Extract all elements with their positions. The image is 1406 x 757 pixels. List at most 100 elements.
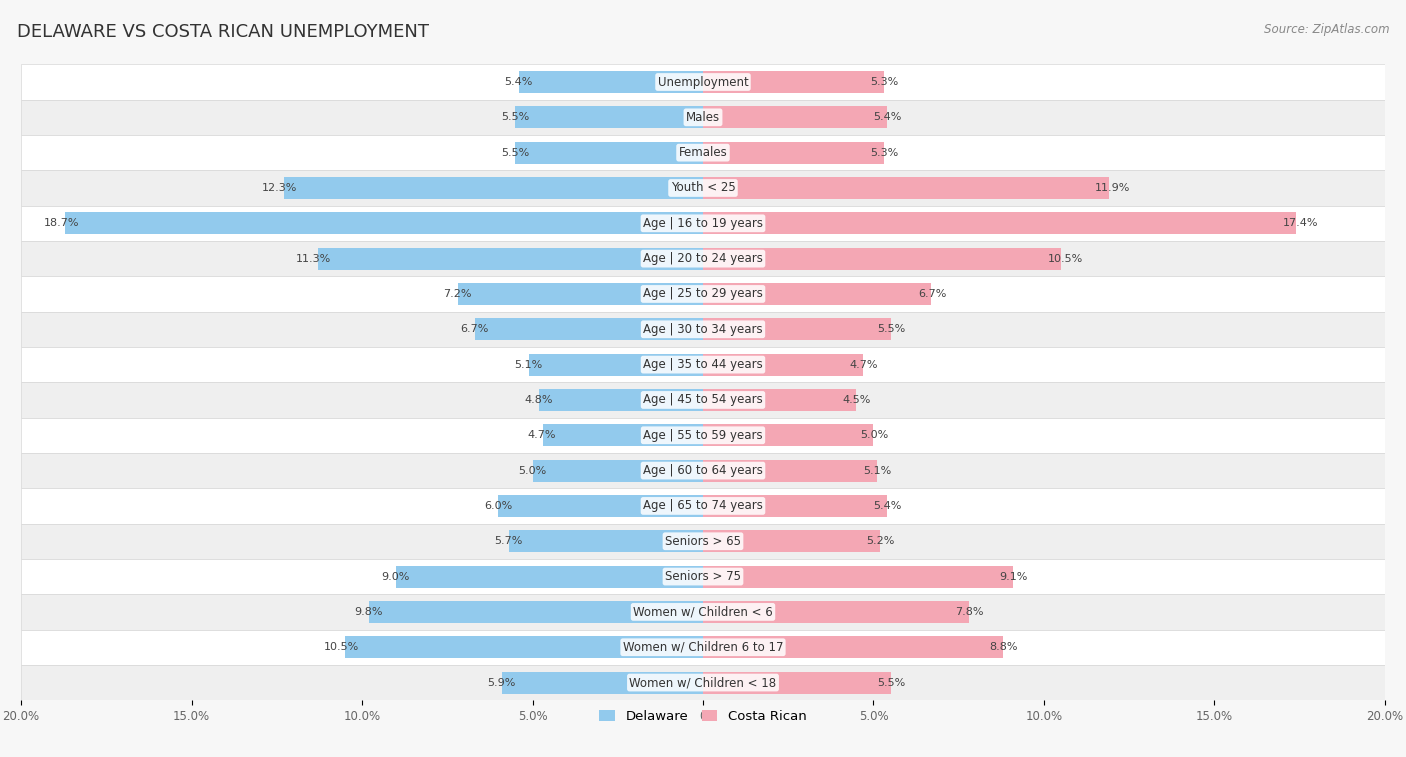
Text: 17.4%: 17.4% <box>1282 218 1317 229</box>
Bar <box>21 241 1385 276</box>
Bar <box>703 213 1296 234</box>
Bar <box>703 177 1109 199</box>
Text: 9.8%: 9.8% <box>354 607 382 617</box>
Text: Women w/ Children < 6: Women w/ Children < 6 <box>633 606 773 618</box>
Text: 7.8%: 7.8% <box>955 607 984 617</box>
Bar <box>21 594 1385 630</box>
Text: Women w/ Children 6 to 17: Women w/ Children 6 to 17 <box>623 640 783 654</box>
Text: 5.5%: 5.5% <box>501 148 529 157</box>
Bar <box>502 671 703 693</box>
Bar <box>21 488 1385 524</box>
Text: Age | 25 to 29 years: Age | 25 to 29 years <box>643 288 763 301</box>
Text: Age | 16 to 19 years: Age | 16 to 19 years <box>643 217 763 230</box>
Text: 10.5%: 10.5% <box>323 642 359 653</box>
Bar <box>703 142 884 164</box>
Bar <box>703 531 880 552</box>
Legend: Delaware, Costa Rican: Delaware, Costa Rican <box>593 705 813 728</box>
Bar <box>21 665 1385 700</box>
Text: 11.3%: 11.3% <box>297 254 332 263</box>
Text: Age | 45 to 54 years: Age | 45 to 54 years <box>643 394 763 407</box>
Text: Seniors > 65: Seniors > 65 <box>665 534 741 548</box>
Text: 5.5%: 5.5% <box>877 324 905 335</box>
Bar <box>509 531 703 552</box>
Bar <box>703 71 884 93</box>
Bar <box>703 601 969 623</box>
Bar <box>21 382 1385 418</box>
Bar <box>703 354 863 375</box>
Bar <box>344 637 703 658</box>
Text: 5.1%: 5.1% <box>863 466 891 475</box>
Bar <box>703 495 887 517</box>
Bar <box>703 107 887 128</box>
Text: 11.9%: 11.9% <box>1095 183 1130 193</box>
Bar <box>703 459 877 481</box>
Bar <box>703 283 931 305</box>
Bar <box>703 425 873 446</box>
Bar <box>703 671 890 693</box>
Text: 9.1%: 9.1% <box>1000 572 1028 581</box>
Text: 4.5%: 4.5% <box>842 395 872 405</box>
Bar <box>457 283 703 305</box>
Bar <box>499 495 703 517</box>
Bar <box>21 418 1385 453</box>
Text: Age | 55 to 59 years: Age | 55 to 59 years <box>643 428 763 442</box>
Bar <box>396 565 703 587</box>
Text: 5.7%: 5.7% <box>494 536 522 547</box>
Text: 5.4%: 5.4% <box>873 501 901 511</box>
Text: Youth < 25: Youth < 25 <box>671 182 735 195</box>
Text: 5.0%: 5.0% <box>517 466 546 475</box>
Bar <box>368 601 703 623</box>
Bar <box>21 170 1385 206</box>
Bar <box>703 637 1002 658</box>
Text: 5.9%: 5.9% <box>486 678 516 687</box>
Bar <box>21 276 1385 312</box>
Bar <box>21 630 1385 665</box>
Text: 6.7%: 6.7% <box>460 324 488 335</box>
Text: 4.7%: 4.7% <box>849 360 879 369</box>
Bar <box>21 453 1385 488</box>
Text: Age | 20 to 24 years: Age | 20 to 24 years <box>643 252 763 265</box>
Bar <box>540 389 703 411</box>
Text: 8.8%: 8.8% <box>990 642 1018 653</box>
Bar <box>66 213 703 234</box>
Bar <box>529 354 703 375</box>
Bar <box>21 347 1385 382</box>
Text: Unemployment: Unemployment <box>658 76 748 89</box>
Bar <box>543 425 703 446</box>
Bar <box>516 107 703 128</box>
Text: 5.3%: 5.3% <box>870 77 898 87</box>
Bar <box>519 71 703 93</box>
Text: 5.4%: 5.4% <box>505 77 533 87</box>
Text: 5.5%: 5.5% <box>877 678 905 687</box>
Text: 4.7%: 4.7% <box>527 430 557 441</box>
Bar <box>21 559 1385 594</box>
Bar <box>21 206 1385 241</box>
Text: Age | 35 to 44 years: Age | 35 to 44 years <box>643 358 763 371</box>
Bar <box>475 319 703 340</box>
Text: Females: Females <box>679 146 727 159</box>
Text: DELAWARE VS COSTA RICAN UNEMPLOYMENT: DELAWARE VS COSTA RICAN UNEMPLOYMENT <box>17 23 429 41</box>
Bar <box>318 248 703 269</box>
Text: Seniors > 75: Seniors > 75 <box>665 570 741 583</box>
Bar <box>703 319 890 340</box>
Text: Age | 30 to 34 years: Age | 30 to 34 years <box>643 322 763 336</box>
Bar <box>21 64 1385 100</box>
Bar <box>21 312 1385 347</box>
Text: 12.3%: 12.3% <box>262 183 297 193</box>
Text: 6.0%: 6.0% <box>484 501 512 511</box>
Text: 5.0%: 5.0% <box>860 430 889 441</box>
Bar <box>21 100 1385 135</box>
Text: Age | 65 to 74 years: Age | 65 to 74 years <box>643 500 763 512</box>
Bar <box>21 524 1385 559</box>
Bar <box>21 135 1385 170</box>
Text: Age | 60 to 64 years: Age | 60 to 64 years <box>643 464 763 477</box>
Text: Males: Males <box>686 111 720 124</box>
Bar <box>703 248 1062 269</box>
Bar <box>703 565 1014 587</box>
Bar <box>284 177 703 199</box>
Text: Women w/ Children < 18: Women w/ Children < 18 <box>630 676 776 689</box>
Bar <box>703 389 856 411</box>
Bar <box>516 142 703 164</box>
Text: 7.2%: 7.2% <box>443 289 471 299</box>
Text: 5.2%: 5.2% <box>866 536 896 547</box>
